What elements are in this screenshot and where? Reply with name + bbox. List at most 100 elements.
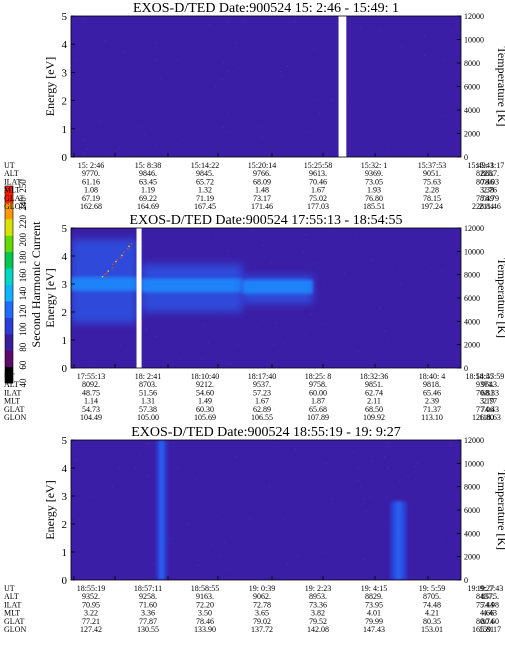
noise-speck (424, 35, 426, 37)
noise-speck (282, 322, 284, 324)
noise-speck (145, 329, 147, 331)
panel-title: EXOS-D/TED Date:900524 18:55:19 - 19: 9:… (131, 425, 400, 440)
noise-speck (229, 363, 231, 365)
noise-speck (235, 42, 237, 44)
noise-speck (207, 342, 209, 343)
noise-speck (111, 486, 113, 487)
ephemeris-cell: 9212. (196, 380, 214, 389)
y-tick-label: 2 (62, 307, 68, 319)
ephemeris-cell: 106.55 (251, 413, 273, 422)
noise-speck (86, 148, 88, 150)
intensity-band-core (71, 277, 138, 291)
y2-tick-label: 2000 (464, 130, 480, 139)
ephemeris-cell: 9758. (309, 380, 327, 389)
noise-speck (74, 459, 76, 460)
colorbar-swatch (5, 202, 13, 220)
ephemeris-cell: 3.82 (311, 609, 325, 618)
noise-speck (228, 249, 230, 251)
ephemeris-cell: 15:25:58 (304, 161, 332, 170)
noise-speck (137, 573, 140, 575)
noise-speck (180, 358, 182, 360)
noise-speck (304, 333, 306, 335)
noise-speck (386, 526, 388, 528)
noise-speck (279, 71, 282, 73)
y2-axis-label: Temperature [K] (495, 46, 505, 126)
noise-speck (273, 344, 275, 346)
ephemeris-cell: 48.75 (82, 388, 100, 397)
ephemeris-cell: 72.20 (196, 600, 214, 609)
noise-speck (304, 234, 306, 235)
noise-speck (220, 319, 222, 321)
panel-2: EXOS-D/TED Date:900524 17:55:13 - 18:54:… (4, 213, 505, 422)
noise-speck (198, 565, 200, 567)
ephemeris-cell: 80.74 (476, 617, 494, 626)
ephemeris-cell: 15: 8:38 (135, 161, 161, 170)
noise-speck (385, 331, 387, 333)
ephemeris-cell: 4.43 (483, 609, 497, 618)
noise-speck (451, 30, 453, 32)
noise-speck (284, 342, 286, 344)
colorbar-swatch (5, 268, 13, 285)
noise-speck (323, 284, 325, 286)
panel-1: EXOS-D/TED Date:900524 15: 2:46 - 15:49:… (4, 1, 505, 211)
ephemeris-cell: 105.00 (137, 413, 159, 422)
noise-speck (365, 510, 367, 512)
ephemeris-row-label: ALT (4, 380, 19, 389)
intensity-band-core (242, 279, 313, 294)
panels: EXOS-D/TED Date:900524 15: 2:46 - 15:49:… (4, 1, 505, 634)
ephemeris-cell: 1.67 (255, 397, 269, 406)
ephemeris-cell: 8575. (481, 592, 499, 601)
y2-tick-label: 8000 (464, 271, 480, 280)
ephemeris-cell: 79.99 (365, 617, 383, 626)
intensity-dot (123, 251, 125, 253)
noise-speck (357, 351, 359, 352)
noise-speck (331, 228, 333, 230)
noise-speck (417, 145, 419, 147)
noise-speck (310, 313, 312, 315)
intensity-dot (115, 260, 117, 263)
noise-speck (424, 54, 426, 56)
ephemeris-cell: 65.68 (309, 405, 327, 414)
ephemeris-cell: 159.17 (479, 625, 501, 634)
panel-title: EXOS-D/TED Date:900524 15: 2:46 - 15:49:… (133, 1, 399, 16)
ephemeris-cell: 1.19 (141, 186, 155, 195)
noise-speck (303, 251, 305, 253)
noise-speck (236, 456, 238, 458)
noise-speck (155, 143, 157, 145)
y2-tick-label: 4000 (464, 529, 480, 538)
noise-speck (115, 150, 117, 152)
ephemeris-cell: 51.56 (139, 388, 157, 397)
ephemeris-cell: 15:14:22 (191, 161, 219, 170)
colorbar-swatch (5, 300, 13, 318)
noise-speck (237, 345, 239, 346)
ephemeris-cell: 9851. (365, 380, 383, 389)
noise-speck (264, 55, 266, 57)
noise-speck (380, 29, 382, 31)
ephemeris-row-label: GLAT (4, 617, 25, 626)
ephemeris-cell: 79.52 (309, 617, 327, 626)
noise-speck (388, 473, 390, 475)
intensity-column-core (159, 440, 164, 580)
y-tick-label: 3 (62, 67, 68, 79)
y-tick-label: 0 (62, 575, 68, 587)
noise-speck (280, 75, 282, 77)
noise-speck (237, 67, 240, 69)
ephemeris-cell: 74.43 (481, 405, 499, 414)
intensity-dot (101, 275, 104, 278)
ephemeris-cell: 9643. (481, 380, 499, 389)
noise-speck (154, 42, 156, 44)
noise-speck (104, 40, 106, 42)
ephemeris-cell: 9062. (253, 592, 271, 601)
ephemeris-cell: 171.46 (251, 202, 273, 211)
intensity-band-core (141, 278, 243, 293)
ephemeris-cell: 4.21 (425, 609, 439, 618)
intensity-dot (116, 259, 118, 261)
ephemeris-cell: 1.08 (84, 186, 98, 195)
noise-speck (423, 507, 425, 509)
noise-speck (118, 467, 120, 469)
noise-speck (248, 518, 250, 520)
ephemeris-row-label: ILAT (4, 600, 21, 609)
ephemeris-cell: 197.24 (421, 202, 443, 211)
colorbar-tick-label: 160 (18, 268, 28, 282)
